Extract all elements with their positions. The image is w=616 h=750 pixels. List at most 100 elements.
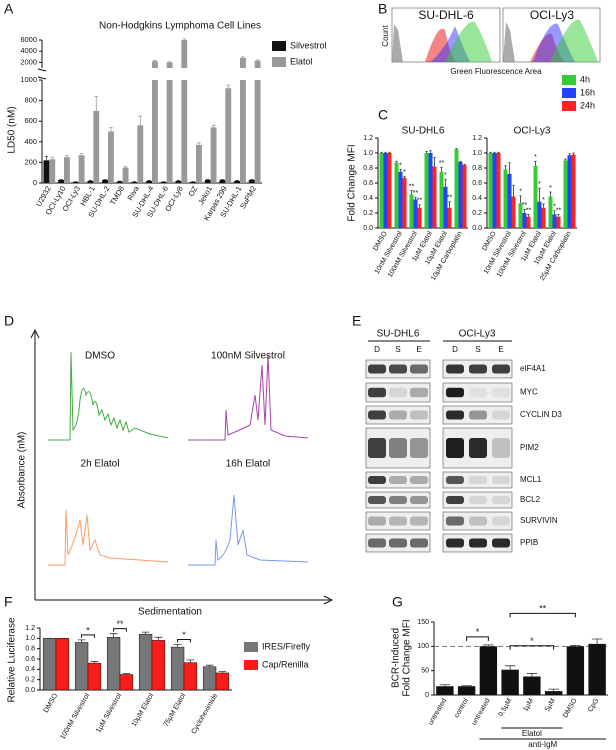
y-tick-label: 0.2 xyxy=(363,210,373,217)
bar xyxy=(254,60,261,68)
bar xyxy=(454,149,459,228)
error-bar xyxy=(508,162,511,174)
polysome-curve xyxy=(188,354,309,441)
error-bar xyxy=(591,638,603,644)
error-bar xyxy=(399,169,402,172)
error-bar xyxy=(572,152,575,155)
lane-label: D xyxy=(374,345,380,354)
bar xyxy=(537,201,542,228)
error-bar xyxy=(205,178,210,180)
bar xyxy=(409,194,414,228)
y-tick-label: 600 xyxy=(24,116,37,125)
bar xyxy=(160,181,167,183)
error-bar xyxy=(384,151,387,153)
polysome-profiles: DMSO 100nM Silvestrol 2h Elatol 16h Elat… xyxy=(17,328,334,618)
chart-title: SU-DHL6 xyxy=(402,126,445,137)
significance: * xyxy=(403,169,406,176)
error-bar xyxy=(564,158,567,161)
legend-label: 16h xyxy=(580,87,595,97)
error-bar xyxy=(153,60,157,62)
bar xyxy=(210,127,217,183)
polysome-axes xyxy=(30,328,334,605)
error-bar xyxy=(94,96,99,111)
western-blot: SU-DHL6 OCI-Ly3 D S E D S E eIF4A1 MYC CYC… xyxy=(365,329,562,553)
bar xyxy=(119,674,134,691)
chart-title: OCI-Ly3 xyxy=(514,126,551,137)
bar xyxy=(556,216,561,228)
significance: ** xyxy=(439,160,445,167)
y-tick-label: 0.4 xyxy=(472,195,482,202)
y-tick-label: 2000 xyxy=(20,57,37,66)
x-tick-label: CpG xyxy=(587,697,600,713)
polysome-title: 2h Elatol xyxy=(81,459,120,470)
protein-label: PPIB xyxy=(520,538,538,547)
blot-band xyxy=(368,476,386,484)
error-bar xyxy=(205,664,214,667)
y-tick-label: 0.4 xyxy=(25,666,35,673)
bar xyxy=(202,666,217,691)
bar xyxy=(42,638,57,691)
y-tick-label: 0.6 xyxy=(363,180,373,187)
cell-line: SU-DHL6 xyxy=(377,329,420,340)
polysome-curve xyxy=(48,351,169,441)
x-tick-label: 0.5µM xyxy=(498,697,514,718)
error-bar xyxy=(538,187,541,202)
protein-label: MCL1 xyxy=(520,475,542,484)
error-bar xyxy=(548,688,559,692)
x-tick-label: TMD8 xyxy=(108,184,126,206)
bar xyxy=(240,57,246,68)
error-bar xyxy=(418,204,421,208)
bar xyxy=(43,160,50,183)
x-tick-label: 1µM Silvestrol xyxy=(95,692,123,734)
blot-band xyxy=(469,496,487,504)
bar xyxy=(181,40,188,68)
bar xyxy=(152,61,158,68)
y-tick-label: 6000 xyxy=(20,35,37,44)
bar xyxy=(170,646,185,691)
bar xyxy=(488,153,493,228)
blot-band xyxy=(469,538,487,548)
blot-band xyxy=(446,410,464,420)
significance: ** xyxy=(413,190,419,197)
y-tick-label: 200 xyxy=(24,157,37,166)
error-bar xyxy=(380,151,383,153)
blot-band xyxy=(410,476,428,484)
protein-label: PIM2 xyxy=(520,443,539,452)
bar xyxy=(526,216,531,228)
significance-bracket xyxy=(177,639,191,643)
bar xyxy=(567,155,572,228)
error-bar xyxy=(90,661,99,664)
bar xyxy=(151,640,166,691)
bar xyxy=(234,180,240,183)
error-bar xyxy=(167,61,172,63)
bar xyxy=(398,171,403,228)
y-tick-label: 1.2 xyxy=(363,135,373,142)
blot-band xyxy=(469,516,487,526)
error-bar xyxy=(235,180,239,181)
y-tick-label: 800 xyxy=(24,96,37,105)
y-tick-label: 1.2 xyxy=(472,135,482,142)
lane-label: E xyxy=(416,345,421,354)
y-tick-label: 1.2 xyxy=(25,625,35,632)
histogram-curve xyxy=(503,22,515,62)
bar xyxy=(458,162,463,228)
error-bar xyxy=(433,157,436,167)
legend-label: 24h xyxy=(580,100,595,110)
error-bar xyxy=(512,184,515,197)
bar xyxy=(492,153,497,228)
bar xyxy=(566,646,585,695)
error-bar xyxy=(557,214,560,217)
significance: * xyxy=(530,636,534,646)
axis-break xyxy=(37,76,47,80)
y-tick-label: 0.6 xyxy=(25,656,35,663)
blot-band xyxy=(469,410,487,420)
y-tick-label: 0.4 xyxy=(363,195,373,202)
y-tick-label: 0.0 xyxy=(363,225,373,232)
y-tick-label: 150 xyxy=(417,619,429,626)
y-axis-label: LD50 (nM) xyxy=(7,106,18,153)
error-bar xyxy=(463,163,466,165)
significance: * xyxy=(476,627,480,637)
bar xyxy=(548,196,553,228)
y-tick-label: 0.2 xyxy=(472,210,482,217)
group-label: Elatol xyxy=(522,729,542,738)
